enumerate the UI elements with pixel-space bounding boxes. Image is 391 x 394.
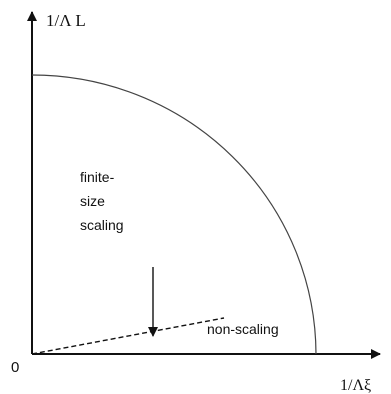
y-axis-label: 1/Λ L bbox=[46, 11, 86, 30]
region-label-line-1: finite- bbox=[80, 169, 115, 185]
region-label-line-3: scaling bbox=[80, 217, 124, 233]
region-label-line-2: size bbox=[80, 193, 105, 209]
origin-label: 0 bbox=[11, 359, 19, 376]
boundary-curve bbox=[31, 74, 317, 355]
non-scaling-label: non-scaling bbox=[207, 321, 279, 337]
x-axis-label: 1/Λξ bbox=[340, 377, 371, 394]
dashed-line bbox=[31, 317, 225, 355]
